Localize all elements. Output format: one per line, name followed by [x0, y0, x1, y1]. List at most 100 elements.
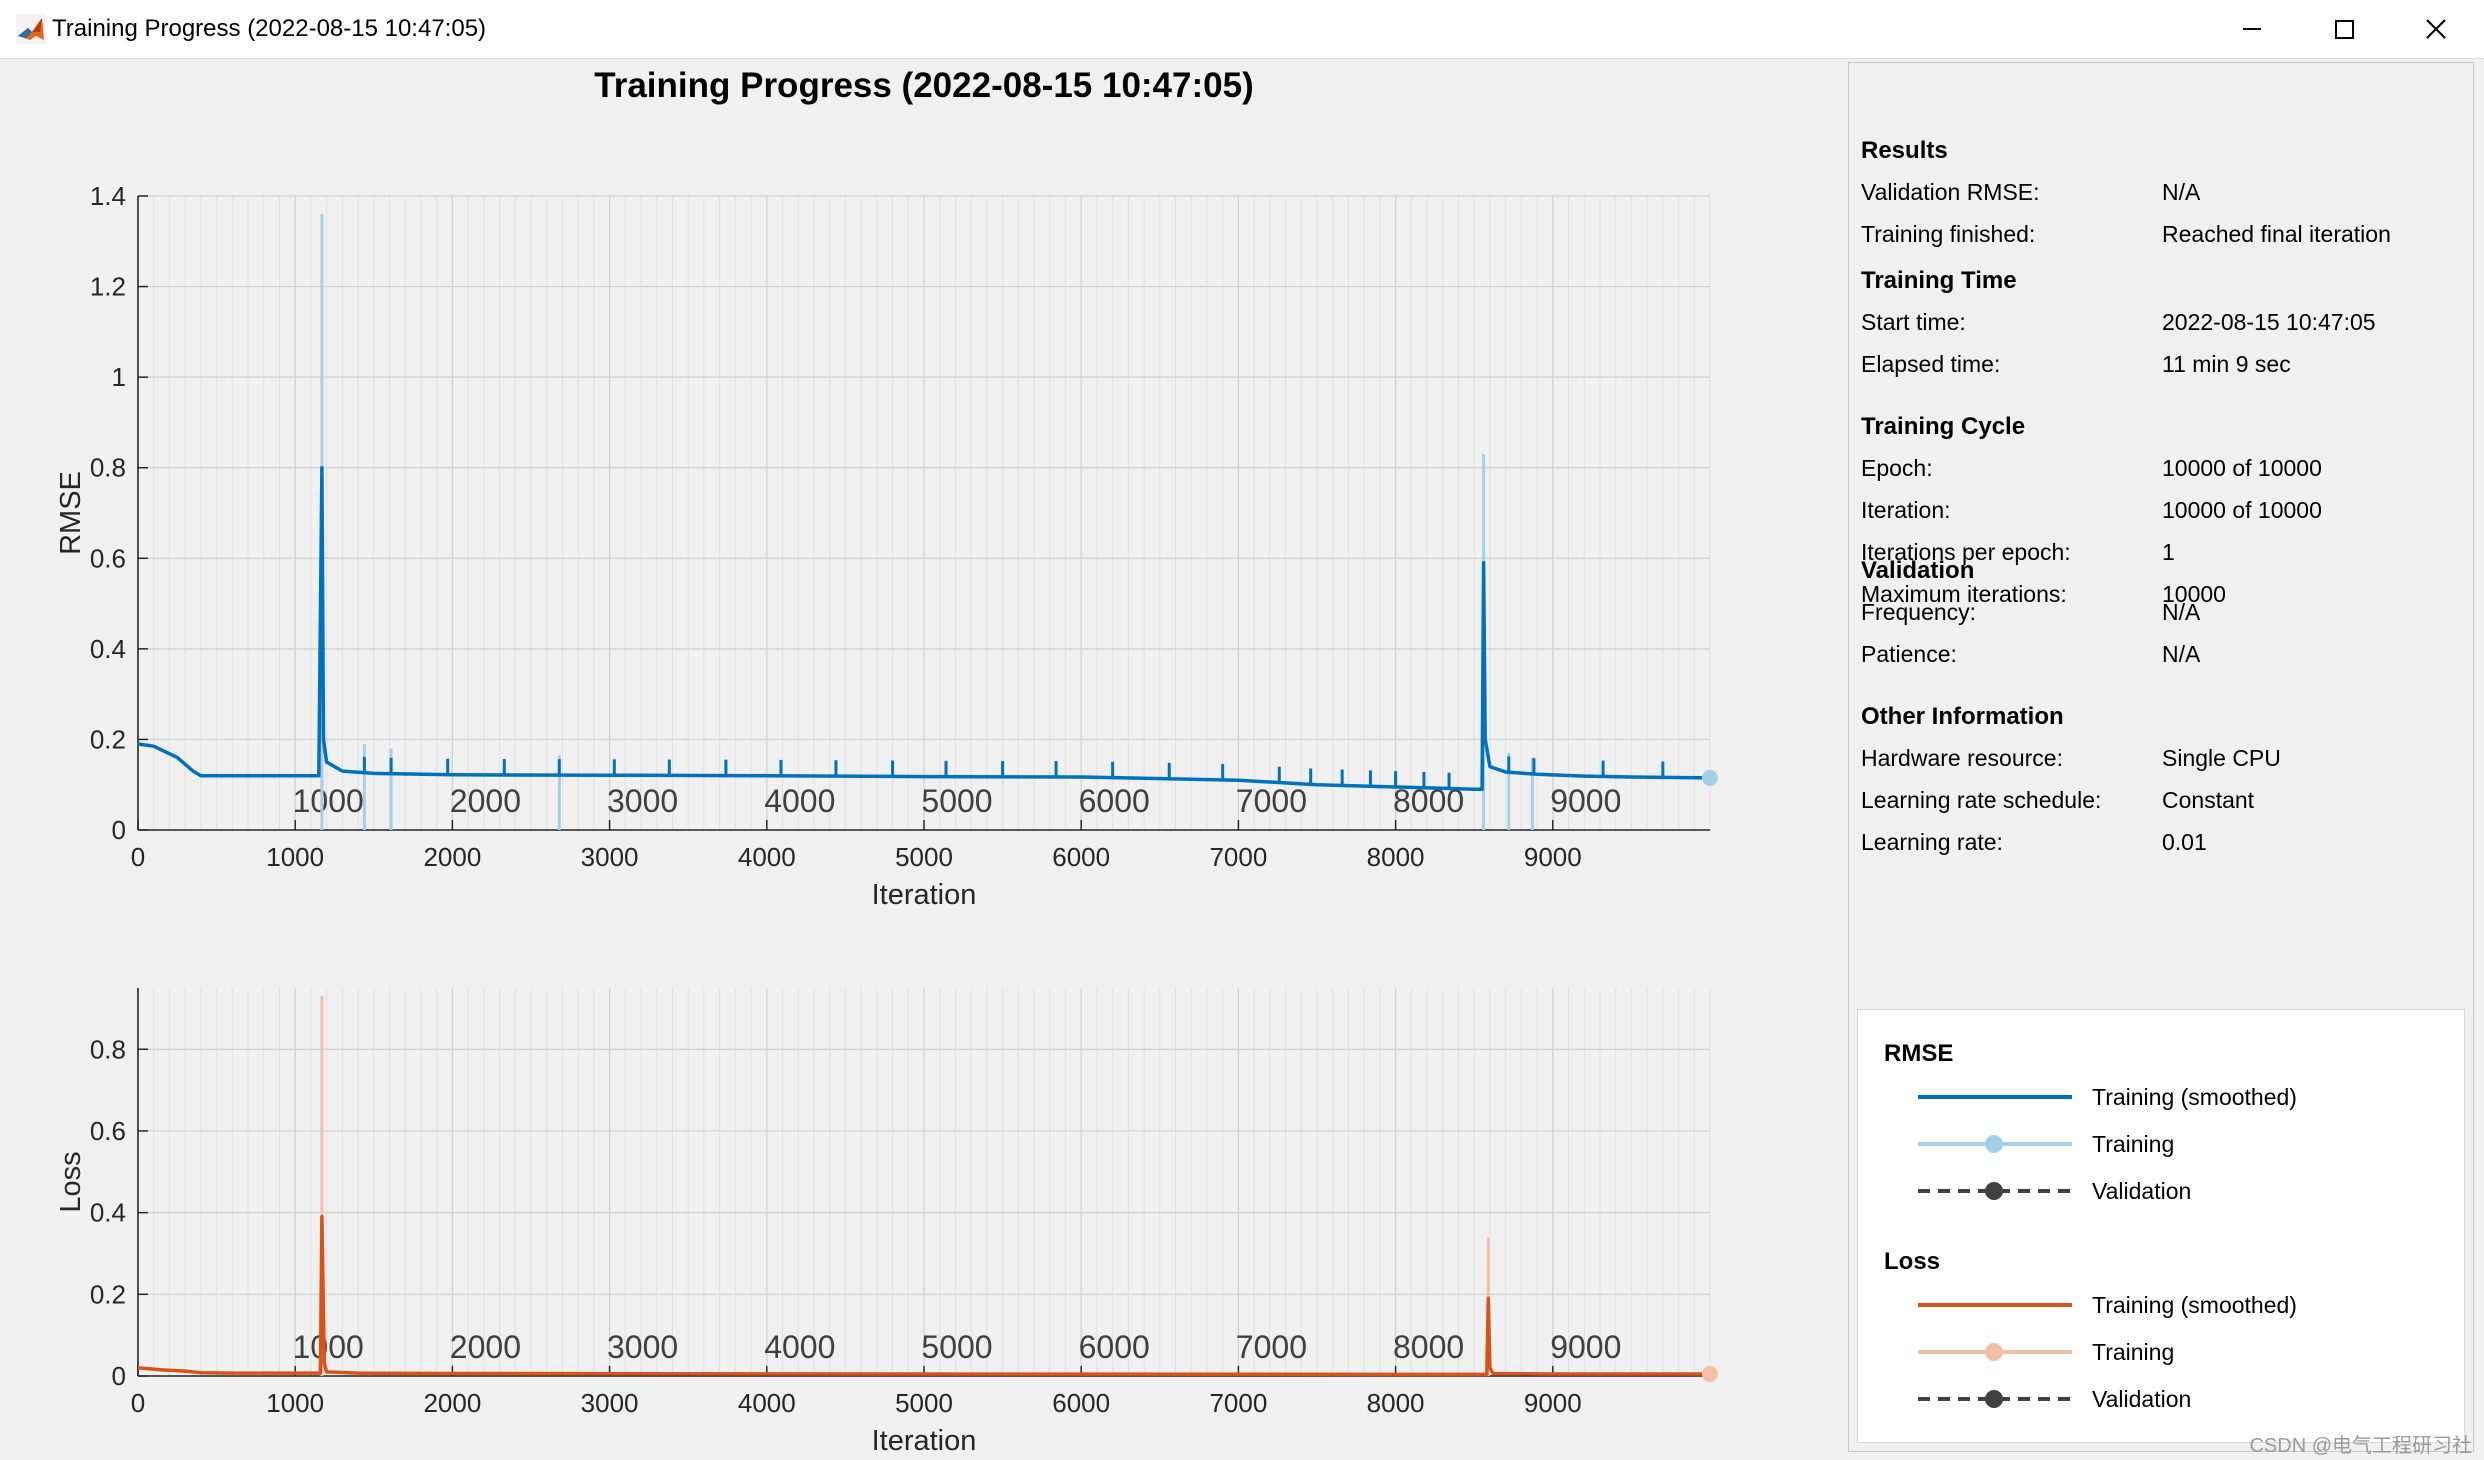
info-label: Elapsed time: [1861, 351, 2001, 377]
legend-symbol-line [1918, 1303, 2072, 1307]
close-icon [2426, 19, 2446, 39]
epoch-label: 5000 [921, 1329, 992, 1365]
final-training-marker [1702, 769, 1718, 786]
window-title: Training Progress (2022-08-15 10:47:05) [52, 15, 487, 42]
legend-entry-label: Training [2092, 1131, 2175, 1157]
y-tick-label: 1.2 [90, 272, 126, 302]
y-tick-label: 0.4 [90, 634, 126, 664]
x-tick-label: 6000 [1052, 1388, 1110, 1418]
x-tick-label: 0 [131, 1388, 145, 1418]
epoch-label: 1000 [293, 1329, 364, 1365]
epoch-label: 3000 [607, 1329, 678, 1365]
x-tick-label: 6000 [1052, 842, 1110, 872]
epoch-label: 2000 [450, 783, 521, 819]
epoch-label: 7000 [1236, 783, 1307, 819]
x-axis-label: Iteration [872, 879, 977, 911]
legend: RMSE Training (smoothed) Training Validatio… [1857, 1009, 2465, 1443]
legend-symbol-dashed-marker [1918, 1182, 2072, 1200]
info-value: N/A [2162, 641, 2201, 667]
info-value: 10000 of 10000 [2162, 455, 2322, 481]
y-tick-label: 0 [112, 815, 126, 845]
x-tick-label: 7000 [1209, 842, 1267, 872]
epoch-label: 4000 [764, 783, 835, 819]
section-title: Results [1861, 137, 1948, 164]
info-panel: Results Validation RMSE: N/A Training finis… [1848, 62, 2474, 1452]
info-label: Learning rate: [1861, 829, 2003, 855]
y-tick-label: 0.4 [90, 1198, 126, 1228]
legend-entry-label: Validation [2092, 1386, 2192, 1412]
info-label: Validation RMSE: [1861, 179, 2040, 205]
info-label: Start time: [1861, 309, 1966, 335]
epoch-label: 2000 [450, 1329, 521, 1365]
epoch-label: 1000 [293, 783, 364, 819]
x-tick-label: 2000 [423, 1388, 481, 1418]
info-value: N/A [2162, 599, 2201, 625]
info-value: Reached final iteration [2162, 221, 2391, 247]
x-tick-label: 5000 [895, 1388, 953, 1418]
y-axis-label: RMSE [55, 471, 87, 555]
minimize-button[interactable] [2206, 0, 2298, 58]
x-tick-label: 3000 [581, 842, 639, 872]
minimize-icon [2243, 28, 2261, 30]
figure-title: Training Progress (2022-08-15 10:47:05) [594, 66, 1254, 105]
x-tick-label: 9000 [1524, 842, 1582, 872]
y-tick-label: 0.2 [90, 1279, 126, 1309]
epoch-label: 5000 [921, 783, 992, 819]
x-tick-label: 9000 [1524, 1388, 1582, 1418]
info-value: Single CPU [2162, 745, 2281, 771]
info-value: 0.01 [2162, 829, 2207, 855]
final-training-marker [1702, 1365, 1718, 1382]
x-tick-label: 1000 [266, 1388, 324, 1418]
legend-entry-label: Training (smoothed) [2092, 1084, 2297, 1110]
info-label: Training finished: [1861, 221, 2036, 247]
section-title: Validation [1861, 557, 1975, 584]
legend-symbol-line-marker [1918, 1343, 2072, 1361]
y-tick-label: 1 [112, 362, 126, 392]
epoch-label: 9000 [1550, 1329, 1621, 1365]
legend-symbol-line [1918, 1095, 2072, 1099]
y-tick-label: 0 [112, 1361, 126, 1391]
x-tick-label: 2000 [423, 842, 481, 872]
x-tick-label: 5000 [895, 842, 953, 872]
title-bar: Training Progress (2022-08-15 10:47:05) [0, 0, 2484, 59]
x-tick-label: 1000 [266, 842, 324, 872]
legend-entry-label: Training (smoothed) [2092, 1292, 2297, 1318]
smoothed-training-line [137, 1214, 1710, 1377]
info-label: Patience: [1861, 641, 1957, 667]
info-label: Hardware resource: [1861, 745, 2063, 771]
legend-entry-label: Training [2092, 1339, 2175, 1365]
info-label: Maximum iterations: [1861, 581, 2067, 607]
info-label: Iterations per epoch: [1861, 539, 2071, 565]
epoch-label: 6000 [1079, 1329, 1150, 1365]
legend-symbol-line-marker [1918, 1135, 2072, 1153]
info-value: 10000 [2162, 581, 2226, 607]
plot-area: Training Progress (2022-08-15 10:47:05) … [0, 58, 1848, 1460]
legend-group-title: Loss [1884, 1248, 1941, 1275]
info-value: N/A [2162, 179, 2201, 205]
maximize-icon [2335, 20, 2354, 39]
close-button[interactable] [2390, 0, 2482, 58]
x-axis-label: Iteration [872, 1425, 977, 1457]
epoch-label: 9000 [1550, 783, 1621, 819]
legend-entry-label: Validation [2092, 1178, 2192, 1204]
x-tick-label: 4000 [738, 1388, 796, 1418]
y-tick-label: 0.8 [90, 453, 126, 483]
epoch-label: 8000 [1393, 1329, 1464, 1365]
maximize-button[interactable] [2298, 0, 2390, 58]
training-plots: 0 1000 2000 3000 4000 5000 6000 7000 8000 9000 0 0.… [55, 181, 1718, 1457]
x-tick-label: 7000 [1209, 1388, 1267, 1418]
epoch-label: 6000 [1079, 783, 1150, 819]
info-value: 11 min 9 sec [2162, 351, 2291, 377]
info-label: Epoch: [1861, 455, 1933, 481]
epoch-label: 3000 [607, 783, 678, 819]
info-label: Learning rate schedule: [1861, 787, 2102, 813]
x-tick-label: 0 [131, 842, 145, 872]
y-axis-label: Loss [55, 1151, 87, 1212]
smoothed-training-line [137, 465, 1711, 791]
x-tick-label: 4000 [738, 842, 796, 872]
y-tick-label: 0.6 [90, 543, 126, 573]
info-label: Iteration: [1861, 497, 1951, 523]
section-title: Training Time [1861, 267, 2017, 294]
matlab-icon [16, 14, 46, 44]
x-tick-label: 3000 [581, 1388, 639, 1418]
